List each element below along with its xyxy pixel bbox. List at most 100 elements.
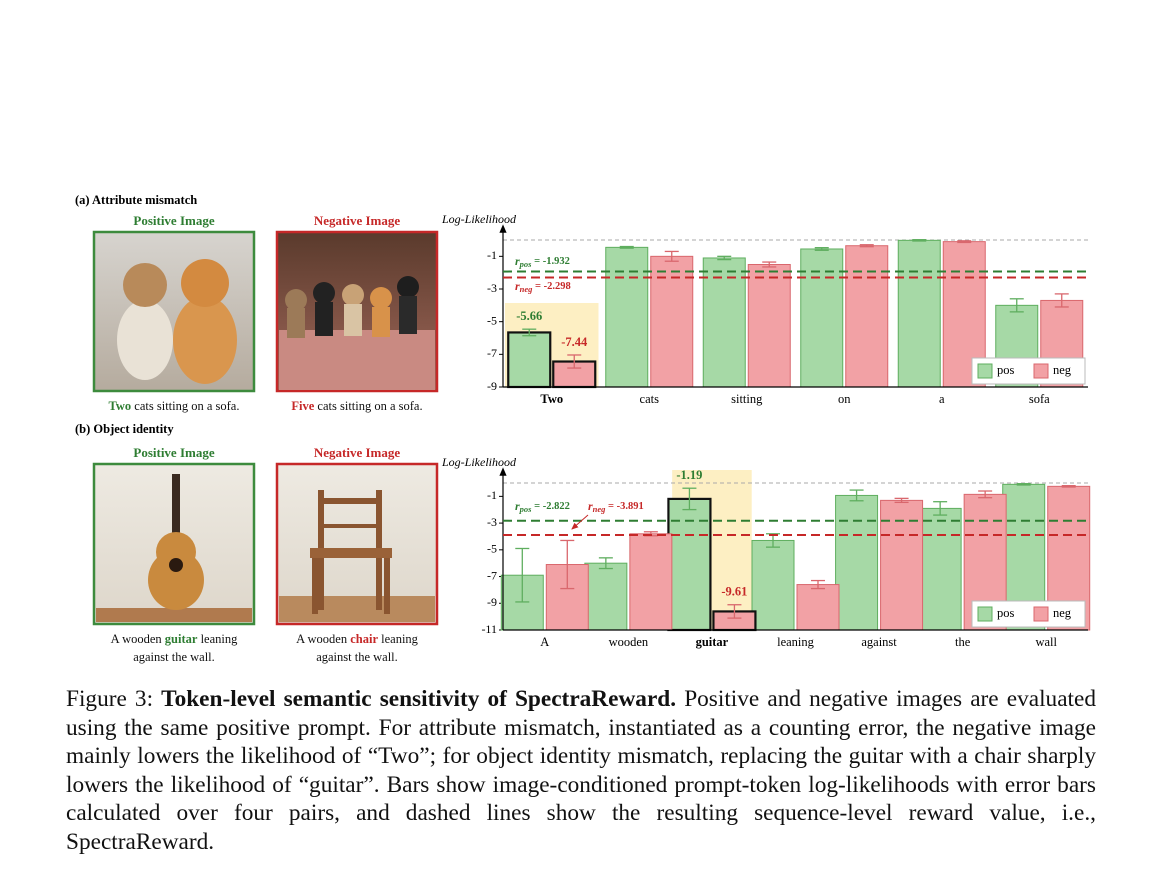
error-bar xyxy=(978,490,993,499)
reward-subscript: neg xyxy=(593,504,607,514)
x-tick-label: against xyxy=(861,635,897,649)
x-tick-label: guitar xyxy=(696,635,729,649)
image-title: Negative Image xyxy=(314,445,401,460)
reward-symbol: r xyxy=(515,254,520,268)
error-bar xyxy=(762,261,777,268)
error-bar xyxy=(560,539,575,590)
caption-part: Five xyxy=(291,399,315,413)
image-caption: Five cats sitting on a sofa. xyxy=(267,397,447,415)
legend-swatch xyxy=(1033,363,1049,379)
bar xyxy=(702,257,746,388)
x-tick-label: sitting xyxy=(731,392,763,406)
error-bar xyxy=(814,247,829,251)
x-tick-label: a xyxy=(939,392,945,406)
caption-part: guitar xyxy=(164,632,198,646)
bar xyxy=(629,533,673,631)
y-tick-label: -3 xyxy=(487,515,497,529)
error-bar xyxy=(957,240,972,244)
panel-label: (b) Object identity xyxy=(75,422,174,436)
bar xyxy=(584,562,628,631)
bar xyxy=(751,539,795,631)
error-bar xyxy=(849,489,864,502)
y-tick-label: -5 xyxy=(487,313,497,327)
reward-value: = -1.932 xyxy=(531,256,569,267)
x-tick-label: sofa xyxy=(1029,392,1050,406)
reward-symbol: r xyxy=(515,279,520,293)
bar xyxy=(845,245,889,388)
reward-label: rpos = -2.822 xyxy=(515,499,570,514)
reward-value: = -2.298 xyxy=(532,281,570,292)
error-bar xyxy=(912,239,927,242)
bar xyxy=(918,507,962,631)
positive-image xyxy=(92,230,256,393)
caption-part: Two xyxy=(108,399,132,413)
y-axis-label: Log-Likelihood xyxy=(441,212,517,226)
caption-part: A wooden xyxy=(110,632,165,646)
caption-part: cats sitting on a sofa. xyxy=(314,399,423,413)
error-bar xyxy=(1009,298,1024,313)
bar xyxy=(897,239,941,388)
caption-part: leaning against the wall. xyxy=(316,632,418,664)
error-bar xyxy=(567,354,582,369)
reward-subscript: pos xyxy=(519,504,533,514)
image-title: Positive Image xyxy=(133,213,214,228)
error-bar xyxy=(1016,483,1031,486)
caption-part: A wooden xyxy=(296,632,351,646)
y-tick-label: -5 xyxy=(487,542,497,556)
y-tick-label: -3 xyxy=(487,281,497,295)
value-label: -9.61 xyxy=(721,585,747,599)
legend-swatch xyxy=(977,363,993,379)
caption-part: cats sitting on a sofa. xyxy=(131,399,240,413)
y-tick-label: -1 xyxy=(487,488,497,502)
legend-swatch xyxy=(1033,606,1049,622)
reward-symbol: r xyxy=(588,499,593,513)
caption-title: Token-level semantic sensitivity of Spec… xyxy=(161,686,677,712)
positive-image xyxy=(92,462,256,626)
bar xyxy=(835,494,879,631)
reward-label: rneg = -2.298 xyxy=(515,279,571,294)
y-axis-label: Log-Likelihood xyxy=(441,455,517,469)
bar xyxy=(747,264,791,388)
error-bar xyxy=(1054,293,1069,308)
error-bar xyxy=(598,557,613,570)
error-bar xyxy=(894,497,909,504)
value-label: -5.66 xyxy=(516,309,542,323)
reward-label: rneg = -3.891 xyxy=(588,499,644,514)
legend-label: neg xyxy=(1053,363,1072,377)
bar xyxy=(605,246,649,388)
legend-label: neg xyxy=(1053,606,1072,620)
error-bar xyxy=(811,579,825,590)
pointer-arrow xyxy=(571,514,589,530)
error-bar xyxy=(619,245,634,249)
y-tick-label: -1 xyxy=(487,248,497,262)
error-bar xyxy=(727,604,742,619)
error-bar xyxy=(933,501,948,516)
panel-label: (a) Attribute mismatch xyxy=(75,193,197,207)
error-bar xyxy=(515,547,530,603)
value-label: -1.19 xyxy=(676,468,702,482)
image-title: Positive Image xyxy=(133,445,214,460)
negative-image xyxy=(275,462,439,626)
error-bar xyxy=(859,244,874,248)
image-caption: A wooden chair leaning against the wall. xyxy=(282,630,432,666)
y-tick-label: -11 xyxy=(481,622,497,636)
reward-symbol: r xyxy=(515,499,520,513)
legend-swatch xyxy=(977,606,993,622)
caption-text: Positive and negative images are evaluat… xyxy=(66,686,1097,855)
negative-image xyxy=(275,230,439,393)
y-tick-label: -9 xyxy=(487,595,497,609)
caption-label: Figure 3: xyxy=(66,686,154,712)
reward-value: = -2.822 xyxy=(531,501,569,512)
caption-part: chair xyxy=(350,632,379,646)
error-bar xyxy=(717,255,732,261)
bar xyxy=(880,499,924,631)
x-tick-label: on xyxy=(838,392,851,406)
image-caption: A wooden guitar leaning against the wall… xyxy=(99,630,249,666)
reward-subscript: neg xyxy=(520,284,534,294)
reward-subscript: pos xyxy=(519,259,533,269)
error-bar xyxy=(664,250,679,262)
figure-caption: Figure 3: Token-level semantic sensitivi… xyxy=(66,685,1096,857)
error-bar xyxy=(766,533,780,548)
x-tick-label: wall xyxy=(1035,635,1057,649)
